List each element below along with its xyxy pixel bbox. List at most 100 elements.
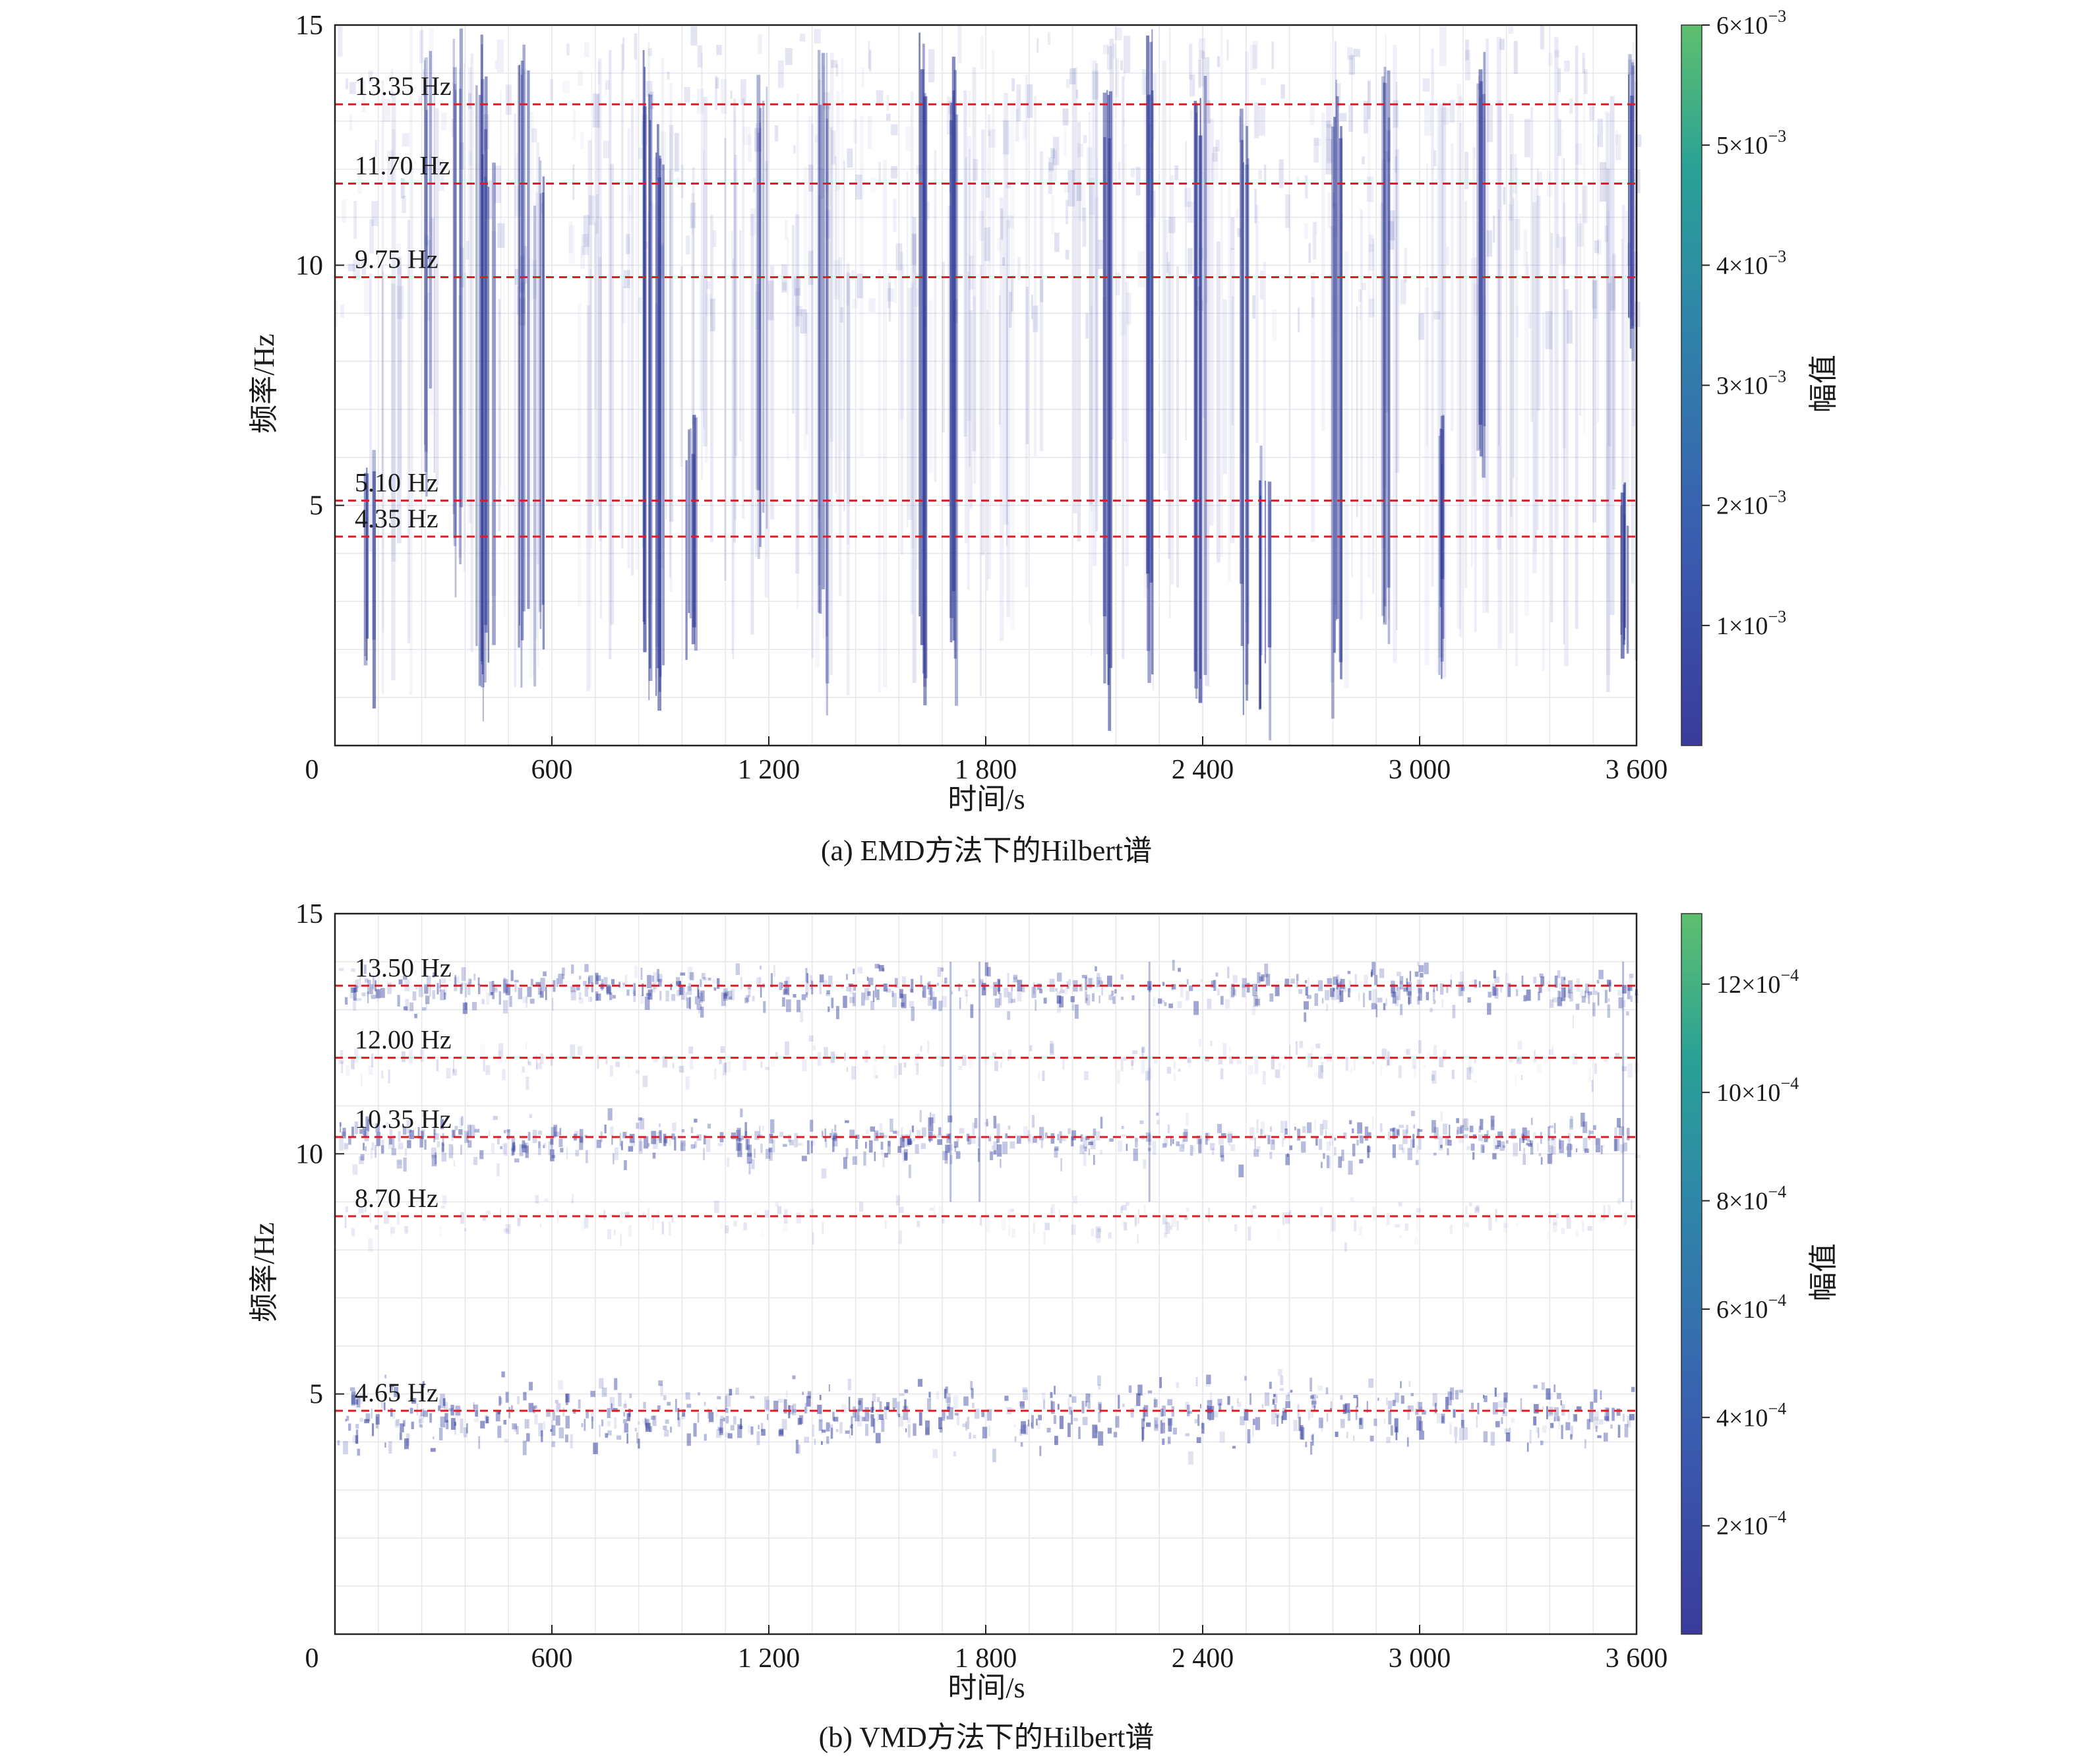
spectrum-band-mark	[1068, 1397, 1070, 1409]
spectrum-band-mark	[1582, 1121, 1588, 1133]
spectrum-streak	[948, 205, 952, 507]
spectrum-band-mark	[626, 1433, 628, 1444]
spectrum-band-mark	[454, 1423, 456, 1435]
spectrum-band-mark	[814, 1438, 816, 1446]
spectrum-haze	[497, 40, 504, 73]
spectrum-band-mark	[1344, 1242, 1347, 1252]
spectrum-band-mark	[735, 963, 740, 975]
spectrum-band-mark	[409, 1130, 415, 1140]
spectrum-band-mark	[949, 1155, 953, 1164]
spectrum-band-mark	[1572, 1053, 1578, 1065]
spectrum-band-mark	[1083, 1152, 1087, 1167]
spectrum-burst	[1151, 29, 1153, 583]
spectrum-band-mark	[584, 964, 589, 972]
spectrum-band-mark	[870, 1414, 874, 1427]
spectrum-band-mark	[1520, 1397, 1522, 1412]
spectrum-band-mark	[1253, 995, 1259, 1007]
spectrum-band-mark	[1522, 1127, 1527, 1140]
spectrum-band-mark	[1478, 981, 1481, 987]
spectrum-band-mark	[584, 1214, 589, 1229]
spectrum-streak	[1321, 113, 1325, 431]
spectrum-band-mark	[1088, 978, 1093, 988]
spectrum-burst	[539, 160, 542, 612]
spectrum-band-mark	[1511, 1418, 1515, 1423]
spectrum-band-mark	[766, 1399, 770, 1411]
spectrum-band-mark	[1161, 1423, 1165, 1434]
spectrum-band-mark	[509, 995, 512, 1007]
spectrum-band-mark	[607, 1430, 612, 1436]
spectrum-band-mark	[1573, 1414, 1578, 1422]
spectrum-band-mark	[403, 975, 407, 980]
spectrum-haze	[1198, 38, 1205, 59]
spectrum-band-mark	[340, 1122, 342, 1132]
spectrum-band-mark	[922, 985, 926, 998]
spectrum-band-mark	[1051, 1204, 1056, 1214]
spectrum-band-mark	[1058, 1209, 1061, 1223]
spectrum-band-mark	[562, 1407, 565, 1417]
spectrum-band-mark	[1262, 1071, 1266, 1085]
spectrum-streak	[1073, 67, 1077, 514]
spectrum-band-mark	[1020, 1442, 1023, 1447]
colorbar-tick-label: 6×10−4	[1716, 1291, 1786, 1324]
spectrum-band-mark	[1533, 1384, 1538, 1389]
spectrum-band-mark	[1406, 1125, 1408, 1134]
spectrum-streak	[381, 80, 384, 694]
spectrum-haze	[1298, 307, 1300, 333]
spectrum-band-mark	[1189, 1145, 1193, 1156]
spectrum-haze	[1026, 84, 1033, 118]
spectrum-band-mark	[1412, 1058, 1416, 1069]
spectrum-band-mark	[822, 1222, 824, 1234]
spectrum-band-mark	[1141, 1047, 1144, 1057]
spectrum-band-mark	[1064, 988, 1068, 995]
spectrum-band-mark	[944, 1411, 946, 1419]
spectrum-band-mark	[1184, 1129, 1188, 1138]
spectrum-band-mark	[1185, 1401, 1189, 1409]
spectrum-haze	[868, 115, 872, 149]
spectrum-streak	[1351, 53, 1353, 577]
spectrum-haze	[1387, 221, 1395, 250]
spectrum-band-mark	[883, 1134, 888, 1138]
spectrum-band-mark	[1357, 1134, 1362, 1138]
spectrum-band-mark	[746, 995, 750, 1003]
spectrum-band-mark	[663, 1395, 667, 1401]
spectrum-band-mark	[1168, 1003, 1173, 1009]
spectrum-band-mark	[942, 1151, 948, 1160]
spectrum-haze	[1554, 49, 1560, 58]
spectrum-band-mark	[483, 1059, 485, 1072]
spectrum-band-mark	[1519, 1138, 1521, 1152]
spectrum-haze	[441, 112, 447, 131]
spectrum-band-mark	[913, 1423, 917, 1436]
spectrum-streak	[705, 179, 708, 463]
spectrum-band-mark	[1420, 972, 1424, 978]
spectrum-band-mark	[787, 985, 790, 995]
spectrum-burst	[657, 124, 659, 668]
spectrum-haze	[1348, 55, 1355, 75]
spectrum-band-mark	[1098, 980, 1103, 984]
spectrum-band-mark	[1155, 1424, 1159, 1428]
spectrum-band-mark	[353, 987, 357, 1001]
spectrum-band-mark	[1394, 1418, 1399, 1432]
spectrum-band-mark	[1551, 1045, 1553, 1050]
spectrum-haze	[1215, 140, 1220, 152]
spectrum-band-mark	[903, 1062, 907, 1068]
spectrum-band-mark	[558, 1380, 564, 1390]
spectrum-band-mark	[380, 1400, 383, 1409]
spectrum-band-mark	[1253, 1149, 1259, 1157]
spectrum-haze	[1017, 256, 1021, 281]
spectrum-band-mark	[570, 986, 576, 993]
spectrum-band-mark	[993, 1150, 997, 1155]
spectrum-band-mark	[1139, 1120, 1144, 1125]
spectrum-streak	[535, 192, 538, 639]
spectrum-streak	[692, 167, 695, 613]
spectrum-haze	[1600, 162, 1607, 202]
spectrum-band-mark	[864, 1050, 868, 1063]
spectrum-band-mark	[909, 988, 913, 993]
spectrum-band-mark	[624, 975, 628, 985]
spectrum-band-mark	[1271, 1139, 1275, 1145]
spectrum-band-mark	[394, 1420, 399, 1428]
spectrum-band-mark	[354, 1121, 358, 1134]
spectrum-haze	[835, 182, 841, 191]
spectrum-band-mark	[907, 1424, 911, 1438]
spectrum-haze	[363, 279, 371, 316]
